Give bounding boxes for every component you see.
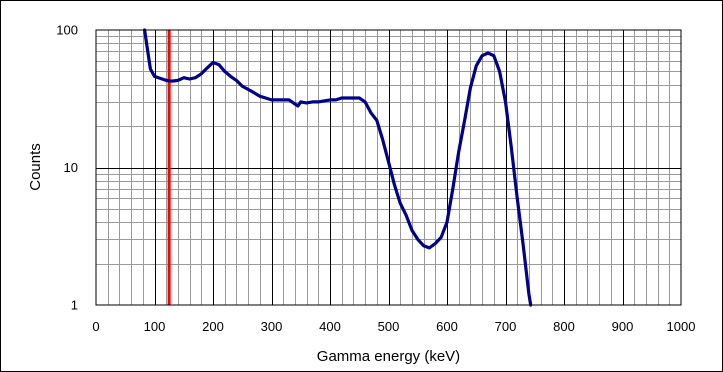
x-tick-label: 100 [144, 319, 166, 334]
x-tick-label: 900 [612, 319, 634, 334]
x-tick-label: 600 [436, 319, 458, 334]
plot-area-frame [95, 29, 682, 306]
y-tick-label: 10 [64, 160, 78, 175]
x-tick-label: 300 [261, 319, 283, 334]
y-tick-label: 1 [71, 298, 78, 313]
x-tick-label: 200 [202, 319, 224, 334]
series-line [143, 28, 533, 307]
minor-gridlines [96, 30, 681, 305]
major-gridlines [96, 30, 681, 305]
x-tick-label: 1000 [667, 319, 696, 334]
x-tick-label: 800 [553, 319, 575, 334]
y-tick-label: 100 [56, 23, 78, 38]
x-axis-tick-labels: 0 100 200 300 400 500 600 700 800 900 1000 [92, 319, 695, 334]
x-tick-label: 400 [319, 319, 341, 334]
y-axis-label: Counts [27, 143, 44, 191]
x-axis-label: Gamma energy (keV) [317, 348, 460, 365]
x-tick-label: 0 [92, 319, 99, 334]
y-axis-tick-labels: 1 10 100 [56, 23, 78, 313]
x-tick-label: 500 [378, 319, 400, 334]
x-tick-label: 700 [495, 319, 517, 334]
